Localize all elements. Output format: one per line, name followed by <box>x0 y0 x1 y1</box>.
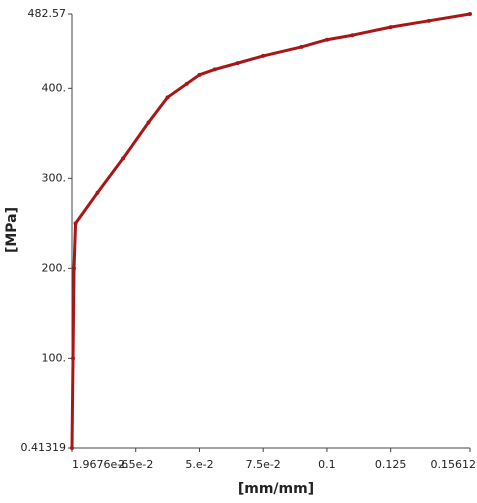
y-tick-label: 300. <box>42 171 67 184</box>
point <box>73 221 78 226</box>
y-axis-title: [MPa] <box>4 207 20 253</box>
x-tick-label: 5.e-2 <box>185 458 213 471</box>
x-tick-label: 0.1 <box>318 458 336 471</box>
point <box>388 25 393 30</box>
point <box>146 120 151 125</box>
x-tick-label: 7.5e-2 <box>246 458 281 471</box>
point <box>212 67 217 72</box>
point <box>299 44 304 49</box>
y-tick-label: 400. <box>42 81 67 94</box>
point <box>120 156 125 161</box>
x-tick-label: 1.9676e-6 <box>72 458 128 471</box>
x-tick-label: 2.5e-2 <box>118 458 153 471</box>
point <box>95 190 100 195</box>
point <box>261 53 266 58</box>
x-axis-title: [mm/mm] <box>238 481 314 497</box>
point <box>165 95 170 100</box>
x-tick-label: 0.15612 <box>431 458 477 471</box>
y-tick-label: 100. <box>42 351 67 364</box>
point <box>71 356 76 361</box>
point <box>184 81 189 86</box>
y-tick-label: 200. <box>42 261 67 274</box>
point <box>197 72 202 77</box>
point <box>468 12 472 16</box>
line <box>70 12 471 449</box>
point <box>235 61 240 66</box>
point <box>70 446 74 450</box>
point <box>324 37 329 42</box>
point <box>72 266 77 271</box>
y-tick-label: 0.41319 <box>21 441 67 454</box>
point <box>350 33 355 38</box>
point <box>426 18 431 23</box>
y-tick-label: 482.57 <box>28 7 67 20</box>
x-tick-label: 0.125 <box>375 458 407 471</box>
